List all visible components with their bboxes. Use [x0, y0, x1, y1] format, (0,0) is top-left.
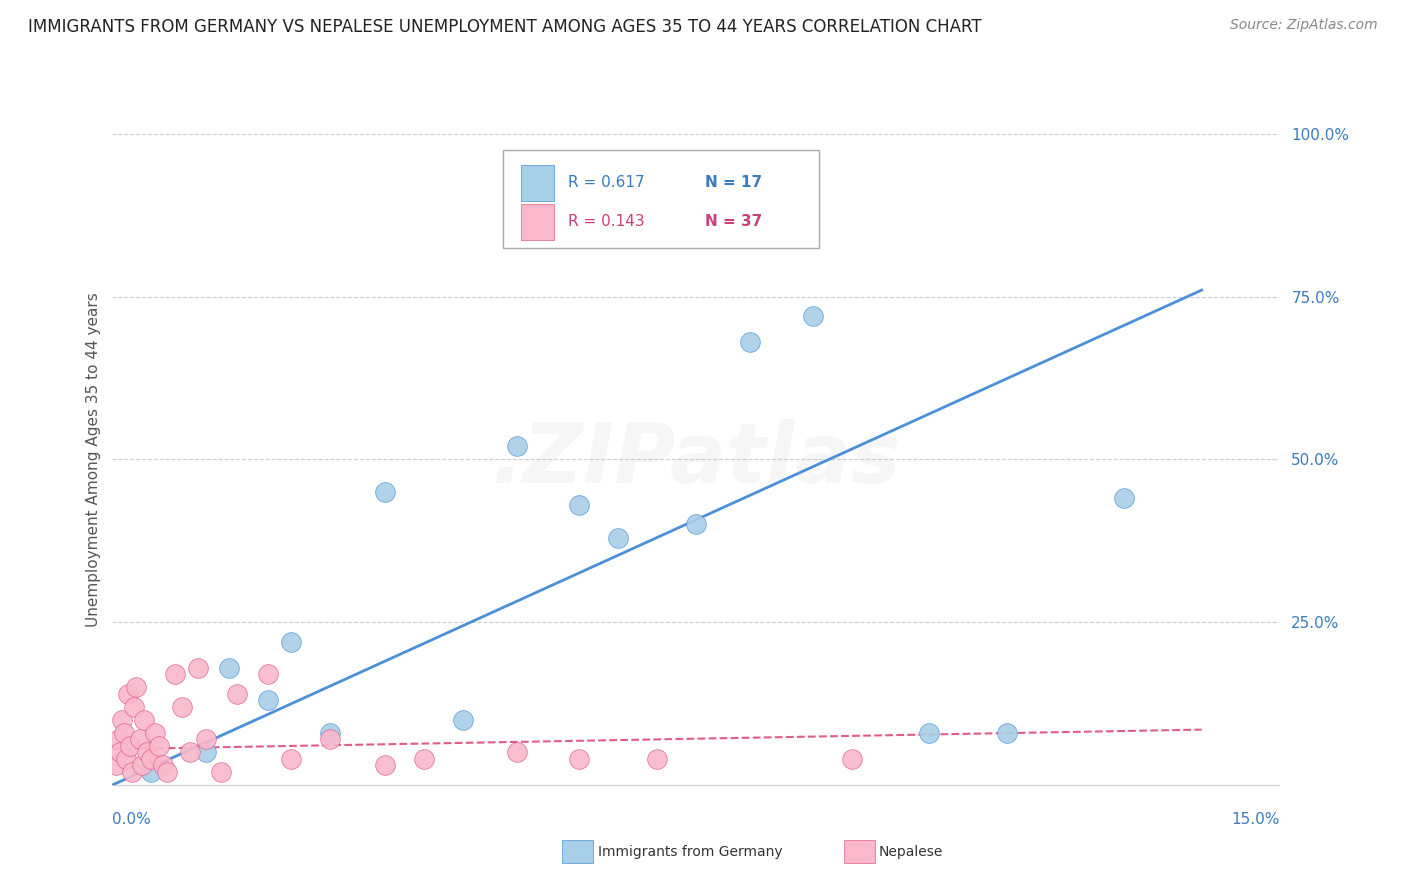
Point [506, 746, 529, 760]
Point [319, 726, 342, 740]
Point [209, 764, 232, 779]
Point [141, 764, 163, 779]
Point [187, 661, 209, 675]
Text: 0.0%: 0.0% [112, 812, 152, 827]
Point [172, 699, 194, 714]
Point [257, 693, 280, 707]
Point [112, 726, 135, 740]
Text: N = 37: N = 37 [706, 214, 762, 229]
Point [335, 804, 357, 818]
Text: Nepalese: Nepalese [879, 845, 943, 859]
Point [143, 726, 166, 740]
Point [121, 764, 143, 779]
Point [163, 667, 186, 681]
Point [194, 746, 217, 760]
Point [218, 661, 240, 675]
Point [122, 699, 145, 714]
Point [141, 752, 163, 766]
Point [280, 634, 302, 648]
Point [136, 746, 159, 760]
Point [194, 732, 217, 747]
Point [179, 746, 201, 760]
Point [156, 764, 179, 779]
Point [117, 687, 139, 701]
FancyBboxPatch shape [520, 203, 554, 240]
Point [226, 687, 249, 701]
Point [506, 439, 529, 453]
Point [125, 680, 148, 694]
Point [801, 309, 824, 323]
Point [568, 498, 591, 512]
Point [995, 726, 1018, 740]
Text: Source: ZipAtlas.com: Source: ZipAtlas.com [1230, 18, 1378, 32]
Point [841, 752, 863, 766]
Point [111, 713, 134, 727]
Point [412, 752, 434, 766]
Point [105, 758, 128, 772]
Point [1112, 491, 1135, 506]
Text: R = 0.617: R = 0.617 [568, 175, 644, 190]
Point [132, 713, 155, 727]
Text: Immigrants from Germany: Immigrants from Germany [598, 845, 782, 859]
Point [918, 726, 941, 740]
Point [280, 752, 302, 766]
Point [607, 531, 630, 545]
FancyBboxPatch shape [520, 165, 554, 201]
Point [257, 667, 280, 681]
Point [128, 732, 150, 747]
FancyBboxPatch shape [503, 150, 818, 248]
Point [107, 732, 129, 747]
Text: N = 17: N = 17 [706, 175, 762, 190]
Text: .ZIPatlas: .ZIPatlas [491, 419, 901, 500]
Point [685, 517, 707, 532]
Point [451, 713, 474, 727]
Point [118, 739, 141, 753]
Point [152, 758, 174, 772]
Point [568, 752, 591, 766]
Point [645, 752, 668, 766]
Point [374, 485, 396, 500]
Point [374, 758, 396, 772]
Point [115, 752, 138, 766]
Point [319, 732, 342, 747]
Point [131, 758, 153, 772]
Text: 15.0%: 15.0% [1232, 812, 1279, 827]
Text: R = 0.143: R = 0.143 [568, 214, 644, 229]
Point [148, 739, 170, 753]
Point [110, 746, 132, 760]
Y-axis label: Unemployment Among Ages 35 to 44 years: Unemployment Among Ages 35 to 44 years [86, 292, 101, 627]
Text: IMMIGRANTS FROM GERMANY VS NEPALESE UNEMPLOYMENT AMONG AGES 35 TO 44 YEARS CORRE: IMMIGRANTS FROM GERMANY VS NEPALESE UNEM… [28, 18, 981, 36]
Point [740, 335, 762, 350]
